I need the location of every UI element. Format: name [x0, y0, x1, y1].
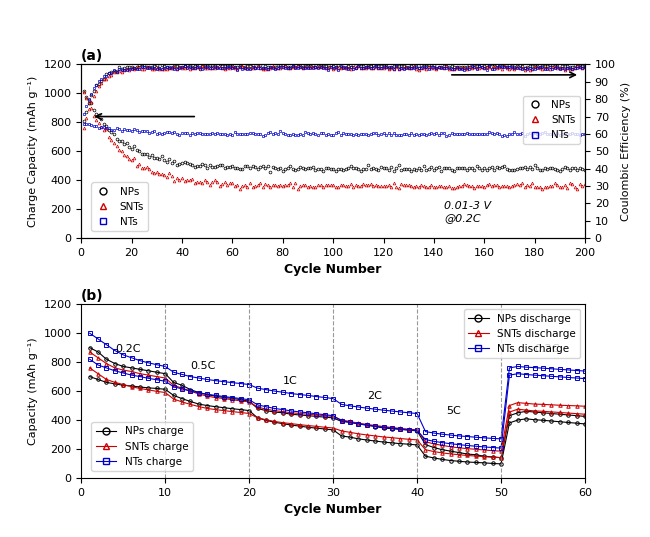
Y-axis label: Coulombic Efficiency (%): Coulombic Efficiency (%) [621, 82, 631, 221]
Text: (b): (b) [81, 289, 104, 303]
Text: 0.2C: 0.2C [115, 344, 140, 354]
Legend: NPs, SNTs, NTs: NPs, SNTs, NTs [523, 96, 580, 144]
Text: 0.5C: 0.5C [190, 361, 216, 372]
X-axis label: Cycle Number: Cycle Number [285, 264, 382, 277]
Text: (a): (a) [81, 49, 103, 63]
Y-axis label: Capacity (mAh g⁻¹): Capacity (mAh g⁻¹) [28, 337, 38, 445]
Text: 0.2C: 0.2C [534, 344, 560, 354]
Legend: NPs charge, SNTs charge, NTs charge: NPs charge, SNTs charge, NTs charge [92, 422, 192, 471]
Text: 2C: 2C [367, 391, 382, 401]
Text: 0.01-3 V
@0.2C: 0.01-3 V @0.2C [444, 201, 491, 223]
Legend: NPs, SNTs, NTs: NPs, SNTs, NTs [92, 183, 148, 231]
Text: 5C: 5C [447, 407, 461, 416]
Text: 1C: 1C [283, 376, 298, 386]
Y-axis label: Charge Capacity (mAh g⁻¹): Charge Capacity (mAh g⁻¹) [28, 76, 38, 227]
X-axis label: Cycle Number: Cycle Number [285, 503, 382, 516]
